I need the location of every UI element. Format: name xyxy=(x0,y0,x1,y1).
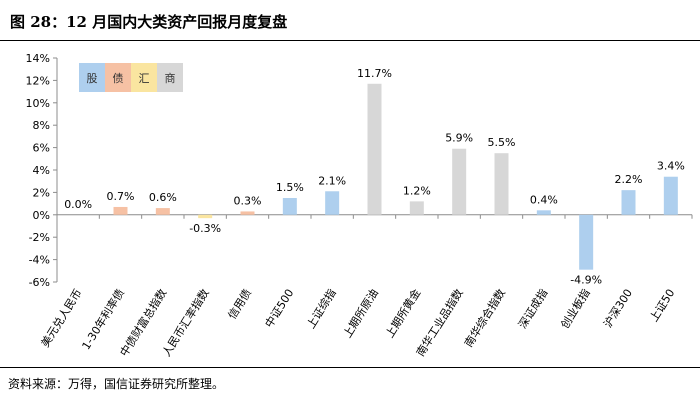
figure-title: 图 28：12 月国内大类资产回报月度复盘 xyxy=(10,13,288,31)
bar xyxy=(240,211,255,215)
bar xyxy=(198,214,213,219)
y-tick-label: 10% xyxy=(26,97,50,110)
bar xyxy=(452,148,467,215)
data-label: -4.9% xyxy=(570,274,602,287)
bar xyxy=(409,201,424,215)
y-tick-label: -2% xyxy=(29,231,50,244)
y-tick-label: 8% xyxy=(33,119,50,132)
bar xyxy=(621,190,636,215)
bar xyxy=(113,206,128,215)
bar xyxy=(536,210,551,215)
legend-label: 商 xyxy=(165,71,176,85)
bar xyxy=(155,208,170,215)
category-label: 1-30年利率债 xyxy=(79,286,127,352)
bottom-rule xyxy=(0,367,700,368)
top-rule xyxy=(0,40,700,41)
category-label: 沪深300 xyxy=(600,286,635,330)
data-label: 1.5% xyxy=(276,181,304,194)
bar xyxy=(579,214,594,270)
data-label: -0.3% xyxy=(189,222,221,235)
category-label: 中证500 xyxy=(263,287,297,330)
category-label: 上期所原油 xyxy=(340,286,381,340)
category-label: 美元兑人民币 xyxy=(38,286,85,349)
data-label: 0.3% xyxy=(234,194,262,207)
y-tick-label: 2% xyxy=(33,186,50,199)
category-label: 南华综合指数 xyxy=(461,286,508,349)
data-label: 0.6% xyxy=(149,191,177,204)
data-label: 0.7% xyxy=(107,190,135,203)
y-tick-label: -6% xyxy=(29,276,50,289)
y-tick-label: 0% xyxy=(33,209,50,222)
data-label: 0.4% xyxy=(530,193,558,206)
category-label: 上证50 xyxy=(647,287,677,324)
bar xyxy=(282,198,297,215)
category-label: 信用债 xyxy=(225,286,254,321)
legend-swatch xyxy=(105,63,131,92)
y-tick-label: 6% xyxy=(33,142,50,155)
data-label: 2.2% xyxy=(615,173,643,186)
legend-label: 股 xyxy=(87,72,98,85)
figure-header: 图 28：12 月国内大类资产回报月度复盘 xyxy=(0,0,700,40)
category-label: 深证成指 xyxy=(515,286,550,331)
legend-swatch xyxy=(79,63,105,92)
data-label: 2.1% xyxy=(318,174,346,187)
bar xyxy=(494,153,509,215)
bar xyxy=(325,191,340,215)
data-label: 5.9% xyxy=(445,132,473,145)
data-label: 0.0% xyxy=(64,198,92,211)
category-label: 上证综指 xyxy=(304,286,339,331)
y-tick-label: -4% xyxy=(29,254,50,267)
data-label: 1.2% xyxy=(403,184,431,197)
data-label: 3.4% xyxy=(657,160,685,173)
legend-swatch xyxy=(157,63,183,92)
legend-swatch xyxy=(131,63,157,92)
y-tick-label: 4% xyxy=(33,164,50,177)
y-tick-label: 12% xyxy=(26,74,50,87)
source-note: 资料来源：万得，国信证券研究所整理。 xyxy=(8,377,225,391)
data-label: 11.7% xyxy=(357,67,392,80)
bar xyxy=(663,176,678,215)
legend-label: 汇 xyxy=(139,72,150,85)
legend-label: 债 xyxy=(113,71,124,85)
category-label: 上期所黄金 xyxy=(382,286,423,340)
category-label: 创业板指 xyxy=(558,286,593,331)
y-tick-label: 14% xyxy=(26,52,50,65)
data-label: 5.5% xyxy=(488,136,516,149)
bar xyxy=(367,83,382,215)
